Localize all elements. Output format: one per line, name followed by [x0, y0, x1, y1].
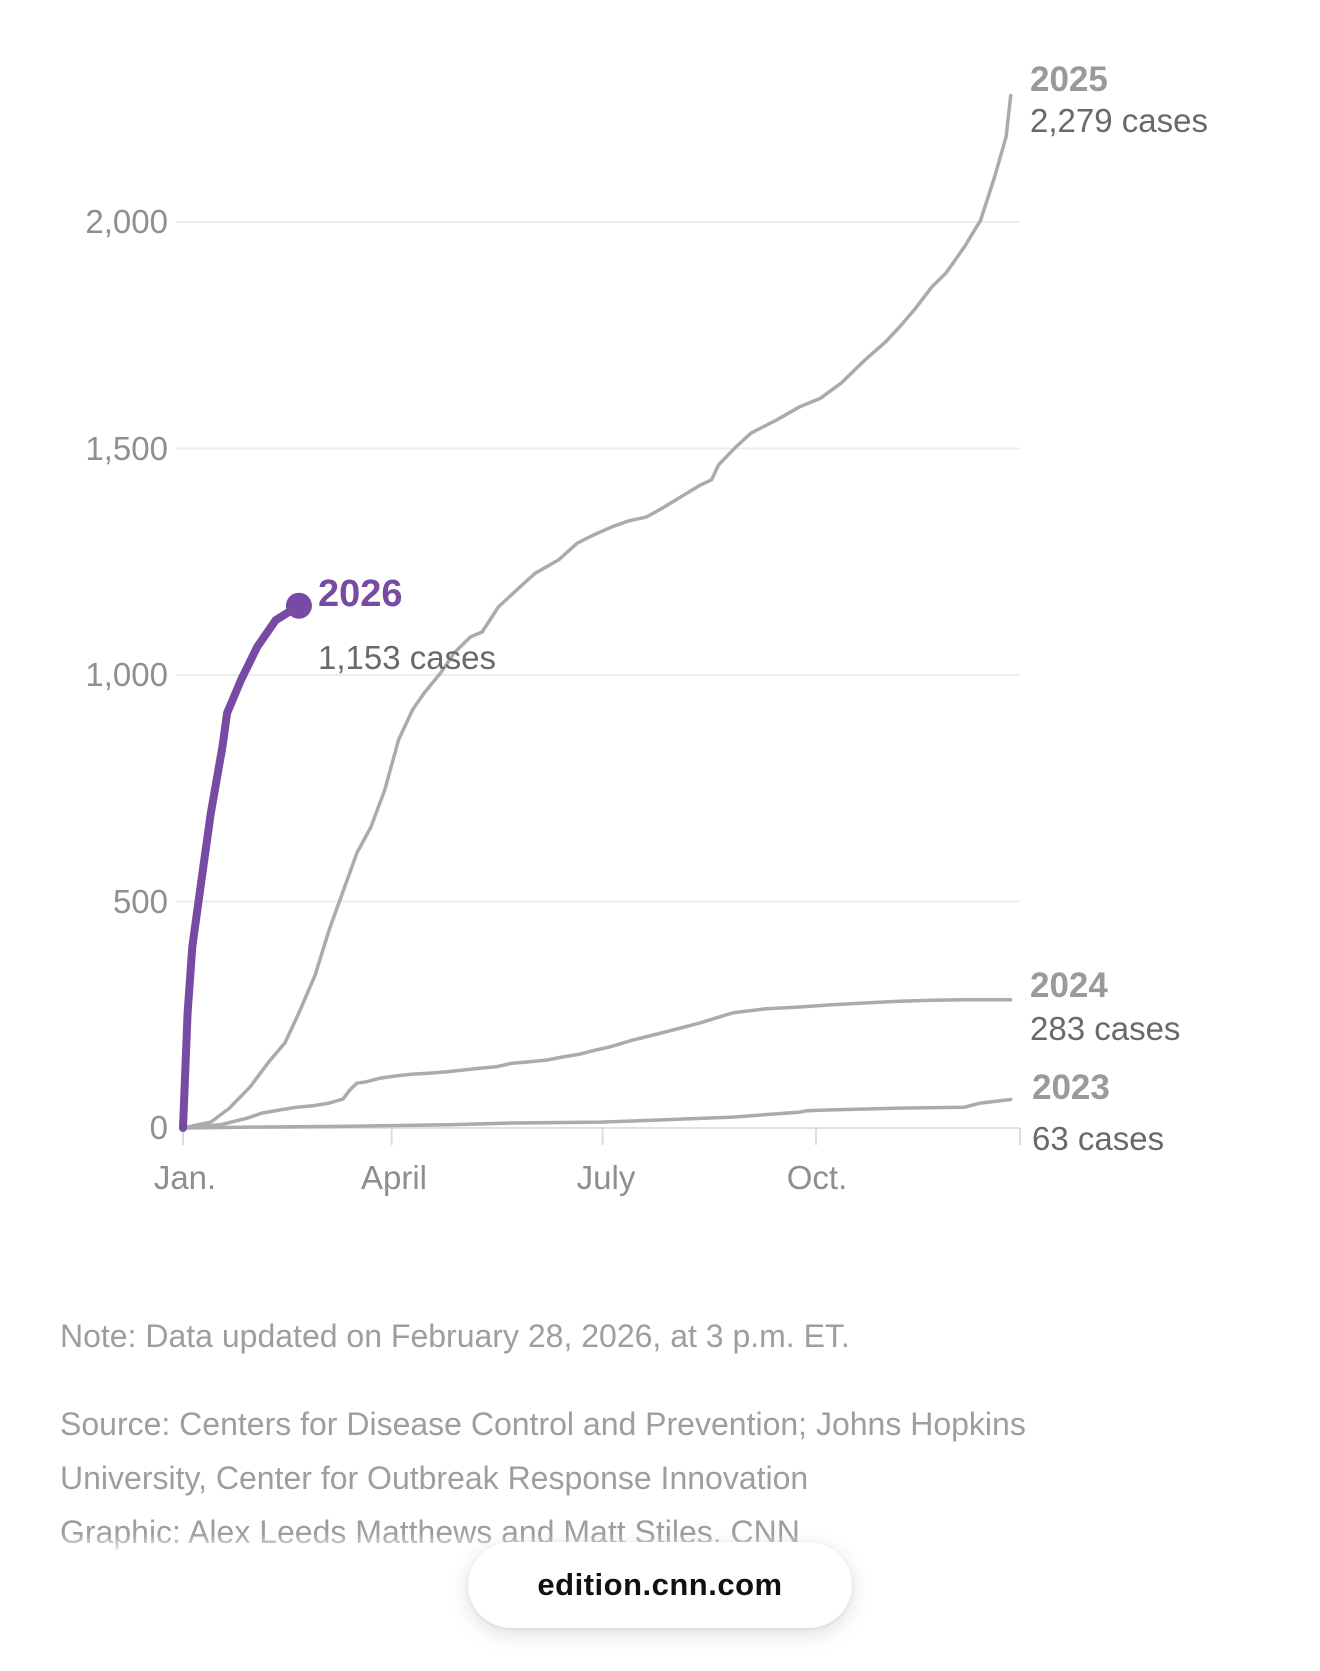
series-cases-2025: 2,279 cases — [1030, 102, 1208, 139]
x-tick-july: July — [576, 1159, 636, 1196]
browser-url-pill[interactable]: edition.cnn.com — [468, 1542, 852, 1628]
series-line-2024 — [181, 998, 1013, 1130]
series-label-2025: 2025 — [1030, 60, 1108, 99]
measles-cases-line-chart — [176, 93, 1021, 1145]
source-text-line1: Source: Centers for Disease Control and … — [60, 1406, 1026, 1442]
x-tick-oct: Oct. — [786, 1159, 848, 1196]
note-text: Note: Data updated on February 28, 2026,… — [60, 1318, 850, 1354]
series-line-2023 — [181, 1097, 1013, 1130]
series-label-2026: 2026 — [318, 573, 403, 615]
url-pill-label: edition.cnn.com — [537, 1567, 783, 1602]
x-tick-april: April — [360, 1159, 428, 1196]
series-label-2023: 2023 — [1032, 1068, 1110, 1107]
series-cases-2024: 283 cases — [1030, 1010, 1181, 1047]
series-endpoint-dot-2026 — [285, 592, 312, 619]
source-text-line2: University, Center for Outbreak Response… — [60, 1460, 809, 1496]
y-tick-1000: 1,000 — [85, 656, 168, 693]
y-tick-0: 0 — [149, 1109, 168, 1146]
series-line-2025 — [181, 93, 1013, 1130]
y-tick-2000: 2,000 — [85, 203, 168, 240]
series-cases-2026: 1,153 cases — [318, 639, 496, 676]
y-tick-1500: 1,500 — [85, 430, 168, 467]
series-cases-2023: 63 cases — [1032, 1120, 1165, 1157]
x-tick-jan: Jan. — [153, 1159, 217, 1196]
series-label-2024: 2024 — [1030, 966, 1108, 1005]
series-line-2026 — [179, 601, 303, 1132]
y-tick-500: 500 — [112, 883, 168, 920]
